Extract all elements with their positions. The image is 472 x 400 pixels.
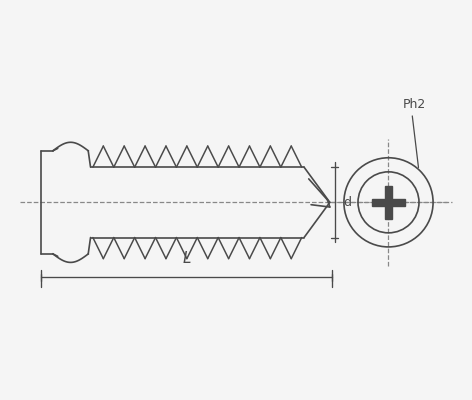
- Text: d: d: [343, 196, 351, 209]
- Text: L: L: [183, 251, 191, 266]
- Bar: [372, 199, 405, 206]
- Text: Ph2: Ph2: [403, 98, 426, 111]
- Bar: [385, 186, 392, 219]
